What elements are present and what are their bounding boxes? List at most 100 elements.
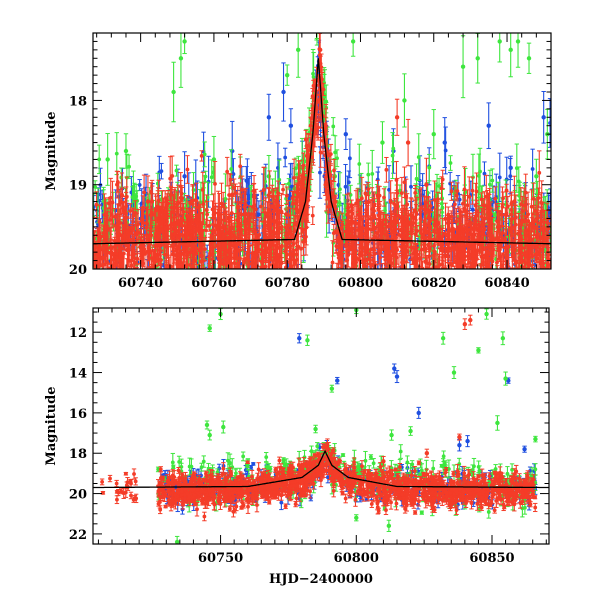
data-point — [133, 183, 139, 209]
data-point — [519, 296, 523, 309]
data-point — [549, 283, 553, 311]
y-tick-label: 20 — [69, 263, 87, 278]
data-point — [99, 478, 105, 486]
data-point — [109, 268, 114, 269]
data-point — [449, 181, 454, 201]
data-point — [144, 234, 150, 269]
data-point — [323, 176, 329, 188]
data-point — [508, 33, 513, 78]
data-point — [231, 178, 237, 197]
y-tick-label: 14 — [69, 367, 87, 382]
top-y-axis-label: Magnitude — [44, 111, 59, 190]
data-point — [185, 155, 190, 184]
data-point — [343, 493, 348, 504]
data-point — [308, 116, 313, 135]
data-point — [411, 215, 416, 231]
data-point — [389, 429, 394, 441]
data-point — [238, 153, 243, 179]
data-point — [426, 251, 432, 269]
data-point — [103, 239, 109, 269]
data-point — [286, 200, 291, 231]
data-point — [384, 156, 389, 183]
data-point — [392, 266, 398, 269]
data-point — [120, 256, 125, 269]
data-point — [315, 114, 321, 141]
data-point — [354, 514, 359, 522]
data-point — [251, 462, 256, 466]
data-point — [524, 197, 529, 236]
data-point — [261, 250, 266, 269]
data-point — [294, 230, 299, 269]
data-point — [412, 187, 418, 235]
bottom-y-axis-label: Magnitude — [44, 386, 59, 465]
data-point — [398, 266, 404, 269]
data-point — [174, 164, 179, 177]
data-point — [105, 133, 110, 186]
data-point — [462, 318, 468, 330]
data-point — [100, 490, 106, 495]
data-point — [505, 265, 511, 269]
bottom-x-axis-label: HJD−2400000 — [269, 572, 373, 587]
data-point — [269, 184, 275, 209]
data-point — [224, 233, 230, 268]
data-point — [391, 134, 396, 163]
data-point — [180, 502, 186, 507]
data-point — [343, 118, 349, 151]
y-tick-label: 12 — [69, 326, 87, 341]
data-point — [287, 249, 293, 269]
data-point — [476, 274, 480, 291]
data-point — [401, 272, 405, 292]
data-point — [381, 188, 387, 207]
data-point — [114, 495, 120, 505]
data-point — [486, 102, 491, 150]
data-point — [524, 250, 529, 263]
data-point — [416, 287, 420, 324]
data-point — [424, 157, 429, 212]
data-point — [427, 227, 432, 251]
data-point — [99, 273, 103, 289]
data-point — [204, 194, 209, 226]
data-point — [446, 262, 451, 269]
data-point — [227, 506, 233, 512]
data-point — [245, 460, 250, 465]
data-point — [171, 61, 176, 123]
data-point — [522, 241, 528, 269]
data-point — [357, 143, 362, 185]
data-point — [114, 170, 120, 199]
y-tick-label: 18 — [69, 447, 87, 462]
data-point — [121, 487, 126, 499]
data-point — [537, 150, 542, 196]
data-point — [200, 171, 205, 208]
data-point — [357, 215, 363, 242]
bottom-series-red-3 — [155, 314, 538, 522]
data-point — [170, 237, 176, 269]
data-point — [465, 435, 470, 448]
data-point — [264, 452, 269, 463]
top-series-red-2 — [93, 33, 553, 324]
data-point — [179, 186, 185, 210]
data-point — [236, 208, 241, 231]
data-point — [218, 226, 224, 252]
data-point — [221, 420, 226, 434]
data-point — [490, 168, 495, 193]
data-point — [295, 33, 301, 78]
data-point — [93, 180, 98, 194]
data-point — [228, 216, 234, 238]
data-point — [413, 244, 419, 269]
data-point — [457, 193, 462, 206]
data-point — [151, 250, 156, 269]
data-point — [212, 161, 218, 207]
data-point — [122, 227, 128, 243]
data-point — [283, 218, 288, 237]
data-point — [440, 227, 445, 258]
data-point — [266, 93, 272, 141]
data-point — [543, 278, 547, 296]
data-point — [543, 266, 549, 269]
data-point — [280, 184, 286, 196]
data-point — [194, 226, 199, 269]
data-point — [167, 156, 173, 202]
data-point — [480, 248, 486, 269]
top-model-curve — [93, 58, 551, 245]
data-point — [206, 479, 211, 483]
data-point — [126, 154, 132, 179]
